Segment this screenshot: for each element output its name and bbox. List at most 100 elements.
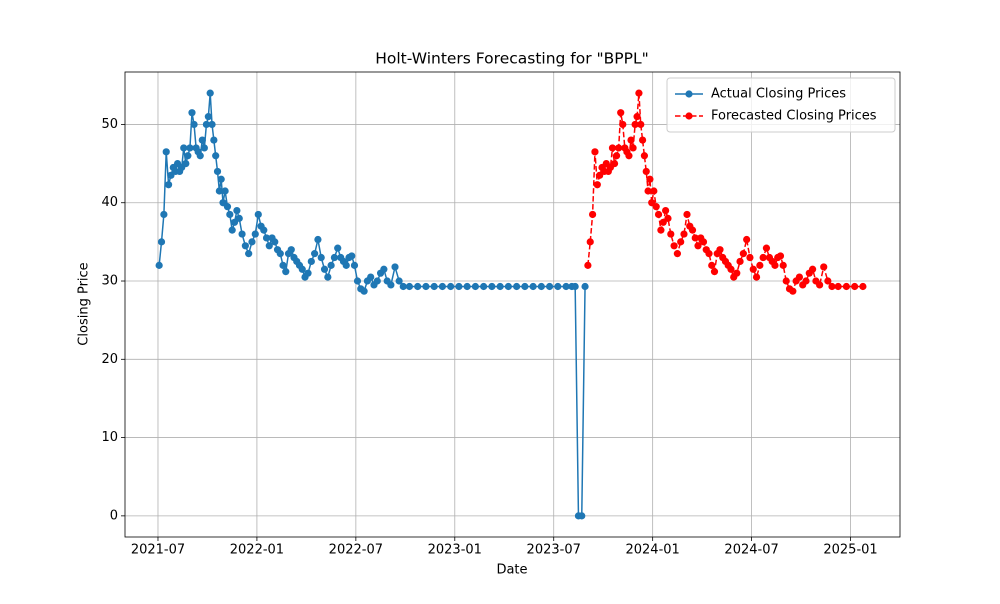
data-point: [245, 250, 253, 258]
data-point: [221, 187, 229, 195]
data-point: [342, 261, 350, 269]
data-point: [463, 282, 471, 291]
data-point: [202, 120, 211, 129]
data-point: [578, 512, 586, 520]
data-point: [496, 282, 504, 291]
data-point: [571, 282, 579, 291]
data-point: [615, 144, 623, 152]
data-point: [373, 277, 381, 285]
data-point: [391, 263, 399, 271]
data-point: [736, 257, 744, 266]
y-tick-label: 10: [101, 430, 118, 445]
data-point: [834, 282, 842, 291]
data-point: [488, 282, 496, 291]
data-point: [228, 226, 236, 234]
data-point: [705, 250, 713, 258]
data-point: [677, 238, 685, 246]
data-point: [789, 287, 797, 295]
data-point: [637, 120, 645, 129]
chart-title: Holt-Winters Forecasting for "BPPL": [375, 50, 649, 68]
data-point: [430, 282, 438, 291]
data-point: [842, 282, 851, 291]
data-point: [593, 181, 601, 189]
data-point: [360, 287, 368, 295]
data-point: [215, 187, 223, 195]
x-tick-label: 2023-01: [428, 543, 482, 558]
data-point: [562, 282, 570, 291]
y-tick-label: 40: [101, 195, 118, 210]
data-point: [610, 159, 619, 168]
data-point: [664, 214, 672, 222]
data-point: [743, 235, 751, 244]
data-point: [307, 257, 315, 266]
data-point: [348, 252, 356, 260]
data-point: [617, 109, 625, 117]
data-point: [233, 206, 241, 215]
grid: [125, 72, 900, 537]
data-point: [438, 282, 447, 291]
data-point: [198, 136, 206, 144]
data-point: [749, 265, 757, 273]
data-point: [317, 253, 325, 262]
data-point: [629, 144, 637, 152]
data-point: [353, 277, 362, 285]
data-point: [586, 238, 594, 246]
data-point: [254, 210, 262, 219]
data-point: [584, 261, 592, 269]
data-point: [824, 277, 832, 285]
data-point: [708, 261, 716, 269]
data-point: [314, 235, 322, 244]
data-point: [196, 152, 204, 160]
data-point: [816, 281, 824, 289]
data-point: [298, 265, 306, 273]
data-point: [334, 244, 342, 252]
data-point: [779, 261, 787, 269]
data-point: [206, 89, 214, 97]
plot-frame: [124, 71, 901, 538]
x-tick-label: 2021-07: [131, 543, 185, 558]
data-point: [762, 244, 771, 252]
data-point: [282, 268, 290, 276]
data-point: [619, 120, 627, 129]
data-point: [716, 246, 724, 254]
data-point: [809, 265, 817, 273]
data-point: [652, 203, 660, 211]
data-point: [447, 282, 455, 291]
legend-label: Actual Closing Prices: [711, 87, 846, 102]
data-point: [213, 167, 222, 176]
data-point: [673, 250, 681, 258]
data-point: [642, 167, 650, 176]
data-point: [304, 269, 312, 277]
data-point: [210, 136, 218, 144]
series: [584, 89, 867, 295]
data-point: [691, 234, 699, 242]
data-point: [795, 273, 804, 281]
y-tick-label: 20: [101, 352, 118, 367]
data-point: [851, 282, 859, 291]
data-point: [638, 136, 647, 144]
data-point: [608, 144, 617, 152]
data-point: [650, 187, 658, 195]
legend-marker: [685, 112, 693, 120]
data-point: [727, 265, 735, 273]
legend-marker: [685, 90, 693, 98]
data-point: [265, 242, 273, 250]
data-point: [654, 210, 663, 219]
data-point: [155, 261, 163, 269]
data-point: [635, 89, 643, 97]
data-point: [699, 238, 708, 246]
data-point: [188, 109, 196, 117]
data-point: [480, 282, 488, 291]
data-point: [212, 152, 220, 160]
data-point: [631, 120, 639, 129]
data-point: [529, 282, 537, 291]
data-point: [683, 210, 691, 219]
data-point: [311, 250, 319, 258]
data-point: [217, 175, 225, 183]
data-point: [455, 282, 463, 291]
data-point: [471, 282, 479, 291]
data-point: [752, 273, 761, 281]
series-line: [587, 93, 863, 293]
data-point: [320, 265, 329, 273]
data-point: [646, 175, 654, 183]
